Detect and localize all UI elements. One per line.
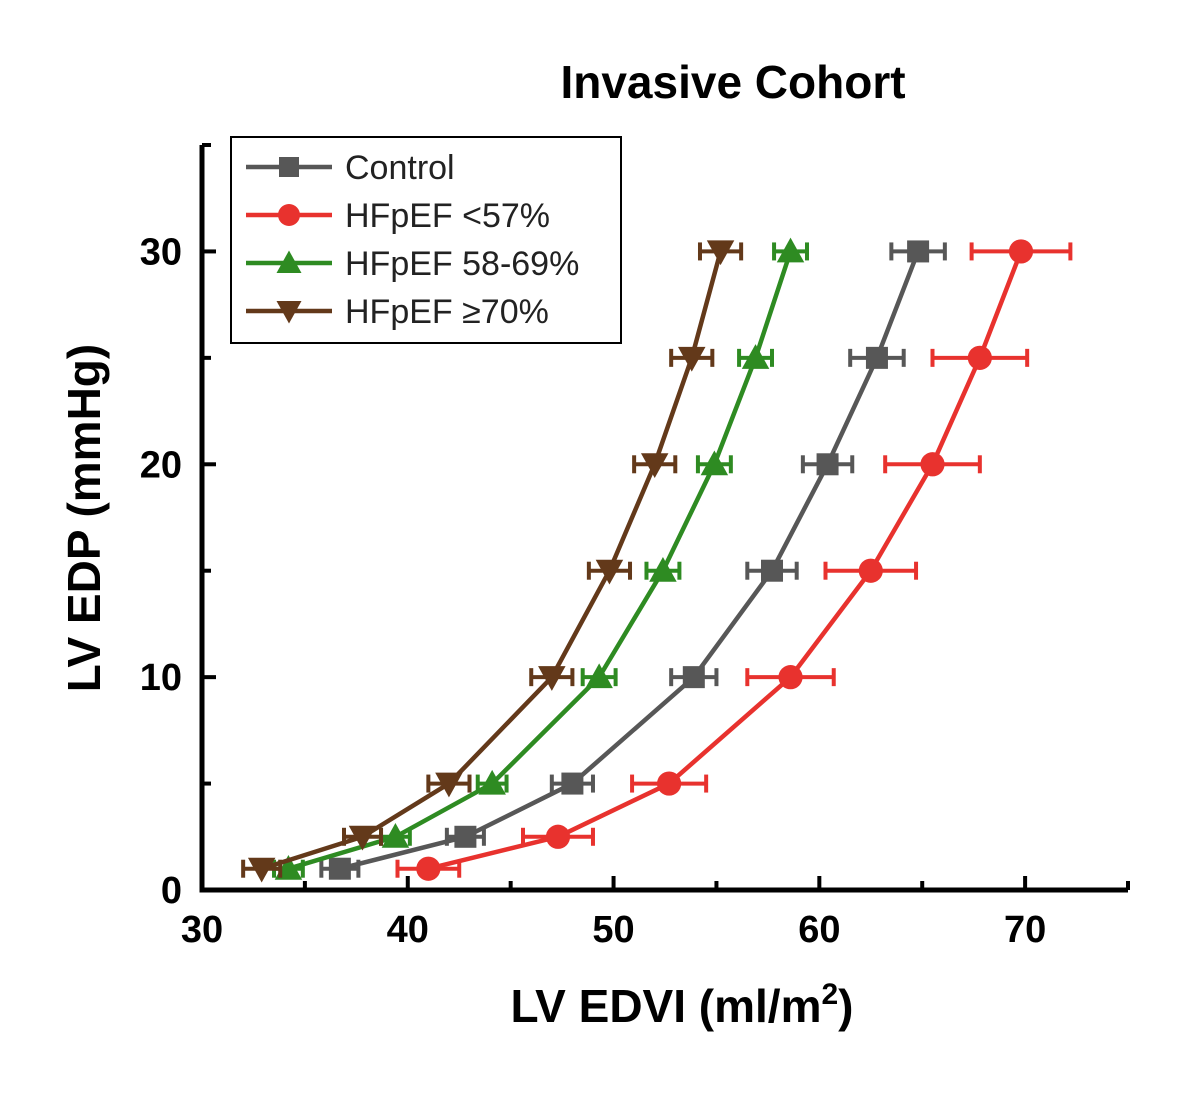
data-point <box>416 856 441 881</box>
data-point <box>678 346 706 372</box>
data-point <box>454 825 477 848</box>
data-point <box>776 237 805 263</box>
data-point <box>478 769 506 795</box>
data-point <box>967 345 992 370</box>
data-point <box>1008 239 1034 264</box>
y-axis-label: LV EDP (mmHg) <box>58 344 110 692</box>
series-1 <box>395 239 1073 881</box>
series-3 <box>241 240 744 883</box>
legend-item: HFpEF ≥70% <box>246 293 549 331</box>
y-tick-label: 30 <box>140 231 182 273</box>
x-tick-label: 40 <box>387 909 429 951</box>
legend-marker <box>278 204 300 226</box>
data-point <box>657 771 682 796</box>
legend-label: HFpEF <57% <box>345 197 550 235</box>
data-point <box>435 772 463 798</box>
y-tick-label: 0 <box>161 870 182 912</box>
data-point <box>778 665 803 690</box>
data-point <box>700 450 729 476</box>
legend-item: HFpEF 58-69% <box>246 245 579 283</box>
series-line <box>287 250 793 871</box>
data-point <box>761 559 784 582</box>
data-point <box>538 666 566 691</box>
data-point <box>858 558 883 583</box>
data-point <box>381 823 410 848</box>
data-point <box>640 453 669 479</box>
series-line <box>427 250 1024 871</box>
data-point <box>865 346 888 369</box>
x-axis-label-superscript: 2 <box>821 978 838 1011</box>
data-point <box>585 663 613 689</box>
chart-title: Invasive Cohort <box>560 56 905 108</box>
legend: Control HFpEF <57% HFpEF 58-69% HFpEF ≥70% <box>230 136 622 344</box>
x-axis-label: LV EDVI (ml/m2) <box>511 978 854 1032</box>
data-point <box>595 559 624 585</box>
data-point <box>247 857 276 883</box>
series-layer <box>241 237 1073 883</box>
legend-marker <box>276 301 302 324</box>
legend-label: Control <box>345 149 455 187</box>
data-point <box>545 824 571 849</box>
series-0 <box>319 240 947 880</box>
x-tick-label: 70 <box>1004 909 1046 951</box>
data-point <box>741 344 770 369</box>
data-point <box>920 452 945 477</box>
y-tick-label: 20 <box>140 444 182 486</box>
data-point <box>561 772 584 795</box>
legend-label: HFpEF 58-69% <box>345 245 579 283</box>
y-tick-label: 10 <box>140 657 182 699</box>
legend-item: Control <box>246 149 455 187</box>
data-point <box>348 825 377 851</box>
data-point <box>328 857 351 880</box>
x-tick-label: 50 <box>592 909 634 951</box>
data-point <box>649 556 677 582</box>
data-point <box>907 240 930 263</box>
data-point <box>706 240 735 266</box>
legend-item: HFpEF <57% <box>246 197 550 235</box>
x-tick-label: 30 <box>181 909 223 951</box>
series-line <box>260 250 723 871</box>
series-2 <box>272 237 809 880</box>
legend-marker <box>279 157 299 177</box>
data-point <box>682 666 705 689</box>
x-axis-label-suffix: ) <box>838 980 853 1032</box>
axes: 30 40 50 60 70 0 10 20 30 <box>140 143 1130 951</box>
legend-label: HFpEF ≥70% <box>345 293 549 331</box>
data-point <box>816 453 839 476</box>
legend-marker <box>276 250 302 273</box>
x-tick-label: 60 <box>798 909 840 951</box>
x-axis-label-main: LV EDVI (ml/m <box>511 980 822 1032</box>
